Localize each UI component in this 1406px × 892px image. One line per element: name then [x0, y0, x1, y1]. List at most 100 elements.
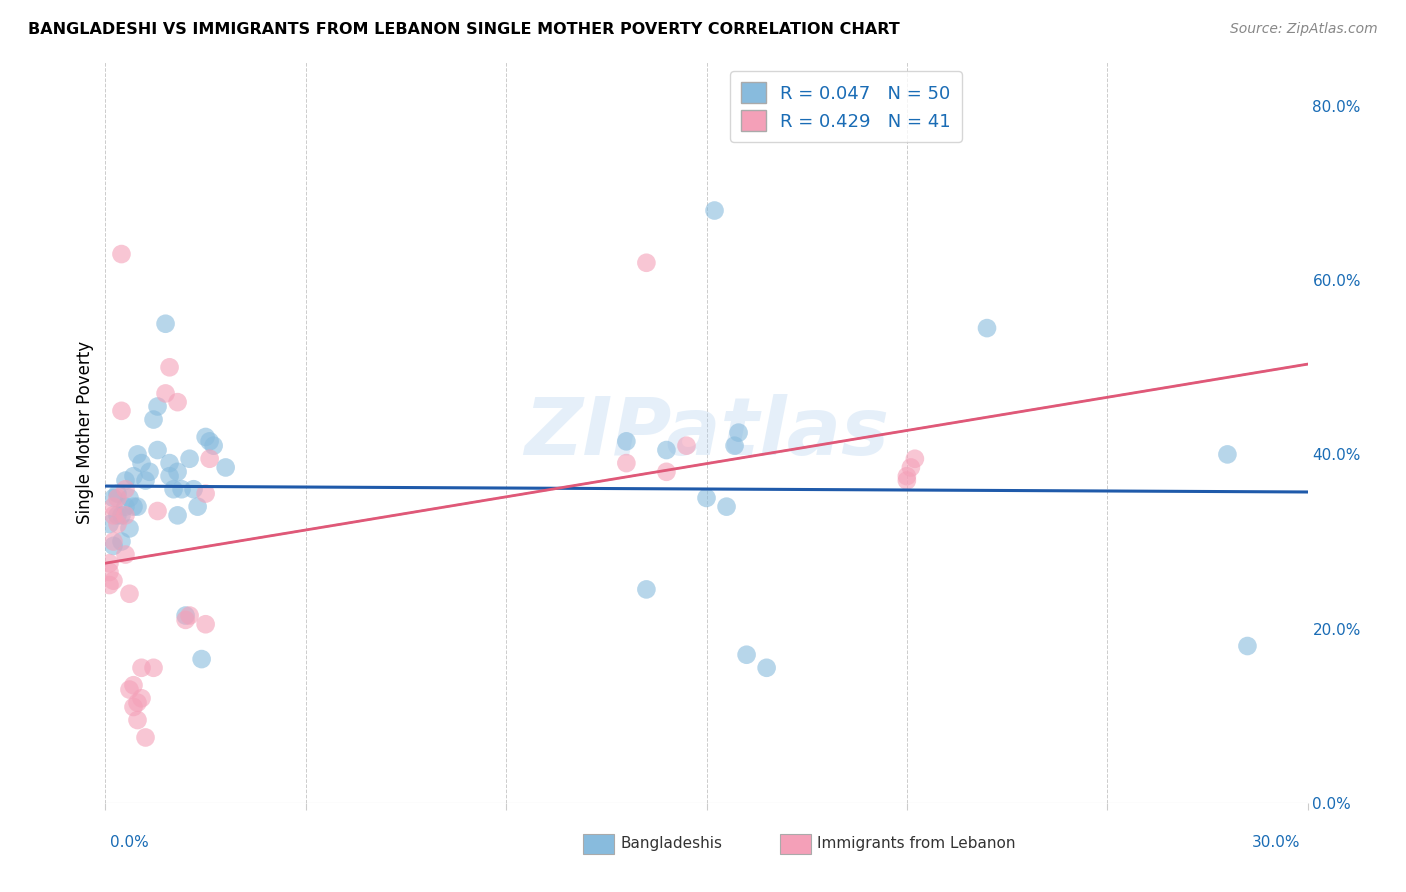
- Point: [131, 661, 153, 675]
- Point: [896, 474, 918, 488]
- Text: Immigrants from Lebanon: Immigrants from Lebanon: [817, 837, 1015, 851]
- Point: [900, 460, 922, 475]
- Point: [904, 451, 927, 466]
- Text: 0.0%: 0.0%: [110, 836, 149, 850]
- Point: [1236, 639, 1258, 653]
- Point: [135, 731, 157, 745]
- Point: [723, 439, 745, 453]
- Point: [110, 247, 132, 261]
- Point: [735, 648, 758, 662]
- Point: [636, 256, 658, 270]
- Point: [194, 430, 217, 444]
- Point: [103, 539, 125, 553]
- Point: [162, 482, 184, 496]
- Point: [107, 517, 129, 532]
- Point: [155, 386, 177, 401]
- Point: [118, 521, 141, 535]
- Point: [159, 360, 181, 375]
- Text: ZIPatlas: ZIPatlas: [524, 393, 889, 472]
- Point: [131, 456, 153, 470]
- Point: [696, 491, 718, 505]
- Point: [655, 443, 678, 458]
- Point: [118, 491, 141, 505]
- Point: [183, 482, 205, 496]
- Y-axis label: Single Mother Poverty: Single Mother Poverty: [76, 341, 94, 524]
- Point: [142, 412, 165, 426]
- Point: [103, 500, 125, 514]
- Point: [190, 652, 212, 666]
- Point: [103, 491, 125, 505]
- Point: [616, 434, 638, 449]
- Point: [159, 469, 181, 483]
- Point: [122, 469, 145, 483]
- Point: [198, 434, 221, 449]
- Point: [146, 443, 169, 458]
- Point: [146, 400, 169, 414]
- Point: [98, 517, 121, 532]
- Text: BANGLADESHI VS IMMIGRANTS FROM LEBANON SINGLE MOTHER POVERTY CORRELATION CHART: BANGLADESHI VS IMMIGRANTS FROM LEBANON S…: [28, 22, 900, 37]
- Point: [103, 508, 125, 523]
- Text: 30.0%: 30.0%: [1253, 836, 1301, 850]
- Point: [122, 500, 145, 514]
- Point: [174, 613, 197, 627]
- Point: [118, 587, 141, 601]
- Point: [179, 608, 201, 623]
- Point: [655, 465, 678, 479]
- Point: [98, 556, 121, 570]
- Point: [127, 713, 149, 727]
- Point: [110, 404, 132, 418]
- Point: [214, 460, 236, 475]
- Point: [131, 691, 153, 706]
- Point: [107, 491, 129, 505]
- Point: [103, 534, 125, 549]
- Point: [166, 395, 188, 409]
- Point: [114, 500, 136, 514]
- Point: [703, 203, 725, 218]
- Point: [98, 578, 121, 592]
- Point: [155, 317, 177, 331]
- Point: [122, 700, 145, 714]
- Point: [98, 565, 121, 579]
- Point: [159, 456, 181, 470]
- Point: [122, 678, 145, 692]
- Point: [118, 682, 141, 697]
- Point: [127, 696, 149, 710]
- Point: [103, 574, 125, 588]
- Point: [170, 482, 193, 496]
- Point: [202, 439, 225, 453]
- Point: [166, 465, 188, 479]
- Point: [107, 508, 129, 523]
- Point: [107, 486, 129, 500]
- Point: [114, 482, 136, 496]
- Point: [675, 439, 697, 453]
- Point: [174, 608, 197, 623]
- Point: [166, 508, 188, 523]
- Point: [727, 425, 749, 440]
- Point: [114, 474, 136, 488]
- Text: Bangladeshis: Bangladeshis: [620, 837, 723, 851]
- Point: [1216, 447, 1239, 461]
- Point: [194, 617, 217, 632]
- Point: [179, 451, 201, 466]
- Point: [110, 534, 132, 549]
- Point: [636, 582, 658, 597]
- Point: [135, 474, 157, 488]
- Point: [146, 504, 169, 518]
- Text: Source: ZipAtlas.com: Source: ZipAtlas.com: [1230, 22, 1378, 37]
- Legend: R = 0.047   N = 50, R = 0.429   N = 41: R = 0.047 N = 50, R = 0.429 N = 41: [730, 71, 962, 142]
- Point: [896, 469, 918, 483]
- Point: [127, 447, 149, 461]
- Point: [110, 508, 132, 523]
- Point: [187, 500, 209, 514]
- Point: [127, 500, 149, 514]
- Point: [142, 661, 165, 675]
- Point: [114, 508, 136, 523]
- Point: [194, 486, 217, 500]
- Point: [616, 456, 638, 470]
- Point: [716, 500, 738, 514]
- Point: [976, 321, 998, 335]
- Point: [114, 548, 136, 562]
- Point: [755, 661, 778, 675]
- Point: [138, 465, 160, 479]
- Point: [198, 451, 221, 466]
